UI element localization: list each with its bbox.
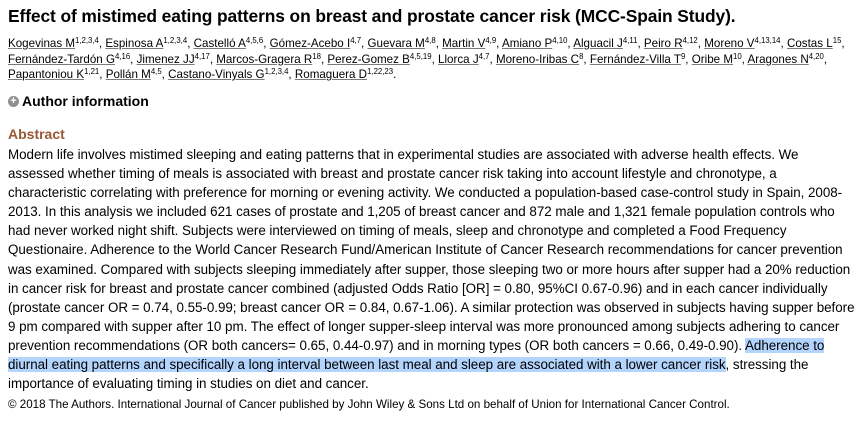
affiliation-superscript: 4,17 — [194, 51, 210, 61]
affiliation-superscript: 8 — [579, 51, 584, 61]
abstract-tail: , stressing the importance of evaluating… — [8, 357, 809, 392]
author-link[interactable]: Romaguera D — [294, 68, 368, 82]
author-link[interactable]: Fernández-Villa T — [589, 52, 681, 66]
abstract-heading: Abstract — [8, 126, 65, 142]
affiliation-superscript: 9 — [680, 51, 686, 61]
affiliation-superscript: 15 — [832, 36, 842, 45]
author-link[interactable]: Papantoniou K — [8, 68, 85, 82]
author-link[interactable]: Kogevinas M — [8, 37, 76, 50]
author-information-toggle[interactable]: + Author information — [8, 93, 149, 109]
author-link[interactable]: Gómez-Acebo I — [269, 37, 351, 50]
affiliation-superscript: 1,22,23 — [367, 67, 394, 77]
affiliation-superscript: 18 — [312, 51, 321, 61]
affiliation-superscript: 4,7 — [350, 36, 362, 45]
author-link[interactable]: Peiro R — [643, 37, 683, 50]
affiliation-superscript: 1,2,3,4 — [264, 67, 289, 77]
affiliation-superscript: 1,21 — [84, 67, 100, 77]
author-link[interactable]: Martin V — [442, 37, 486, 50]
copyright-notice: © 2018 The Authors. International Journa… — [8, 398, 730, 411]
author-information-label: Author information — [22, 93, 149, 109]
author-link[interactable]: Llorca J — [438, 52, 479, 66]
affiliation-superscript: 4,5,6 — [245, 36, 264, 45]
author-link[interactable]: Moreno-Iribas C — [495, 52, 580, 66]
author-link[interactable]: Moreno V — [704, 37, 755, 50]
author-link[interactable]: Fernández-Tardón G — [8, 52, 115, 66]
expand-plus-icon[interactable]: + — [8, 95, 19, 107]
affiliation-superscript: 4,5,19 — [409, 51, 432, 61]
author-link[interactable]: Marcos-Gragera R — [216, 52, 313, 66]
affiliation-superscript: 4,20 — [808, 51, 824, 61]
affiliation-superscript: 4,9 — [485, 36, 497, 45]
affiliation-superscript: 4,7 — [478, 51, 490, 61]
abstract-text: Modern life involves mistimed sleeping a… — [8, 145, 856, 393]
author-list: Kogevinas M1,2,3,4, Espinosa A1,2,3,4, C… — [8, 36, 845, 82]
affiliation-superscript: 4,16 — [114, 51, 131, 61]
author-link[interactable]: Castelló A — [193, 37, 246, 50]
author-link[interactable]: Castano-Vinyals G — [168, 68, 265, 82]
author-link[interactable]: Aragones N — [747, 52, 809, 66]
article-title: Effect of mistimed eating patterns on br… — [8, 6, 736, 26]
author-link[interactable]: Perez-Gomez B — [327, 52, 410, 66]
affiliation-superscript: 1,2,3,4 — [75, 36, 99, 45]
affiliation-superscript: 4,11 — [622, 36, 638, 45]
affiliation-superscript: 4,12 — [682, 36, 698, 45]
author-link[interactable]: Espinosa A — [105, 37, 164, 50]
author-link[interactable]: Amiano P — [501, 37, 553, 50]
affiliation-superscript: 4,8 — [424, 36, 436, 45]
affiliation-superscript: 10 — [732, 51, 742, 61]
author-link[interactable]: Jimenez JJ — [136, 52, 195, 66]
author-link[interactable]: Guevara M — [367, 37, 425, 50]
affiliation-superscript: 4,5 — [150, 67, 162, 77]
author-link[interactable]: Pollán M — [105, 68, 151, 82]
author-link[interactable]: Oribe M — [691, 52, 733, 66]
author-link[interactable]: Costas L — [786, 37, 833, 50]
affiliation-superscript: 4,10 — [552, 36, 568, 45]
author-link[interactable]: Alguacil J — [573, 37, 623, 50]
affiliation-superscript: 1,2,3,4 — [163, 36, 188, 45]
abstract-body: Modern life involves mistimed sleeping a… — [8, 147, 855, 353]
affiliation-superscript: 4,13,14 — [754, 36, 781, 45]
